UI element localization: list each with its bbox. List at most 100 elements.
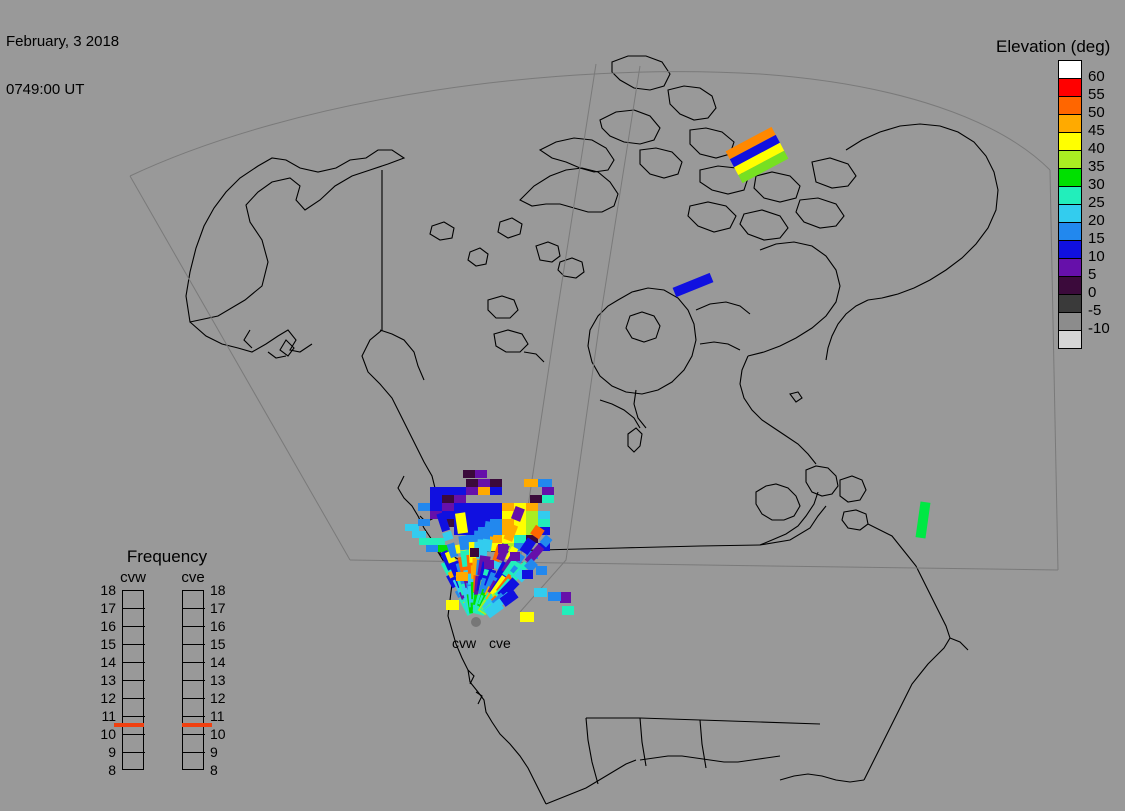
radar-beam-cell xyxy=(530,524,545,540)
radar-beam-cell xyxy=(510,552,520,561)
radar-beam-cell xyxy=(470,548,479,557)
radar-cell xyxy=(538,519,550,527)
frequency-tick xyxy=(123,734,145,735)
frequency-tick-label: 14 xyxy=(100,654,116,670)
elevation-colorbar xyxy=(1058,60,1082,349)
elevation-band xyxy=(1059,115,1081,133)
elevation-band xyxy=(1059,259,1081,277)
radar-station-marker xyxy=(471,617,481,627)
elevation-tick-label: 0 xyxy=(1088,284,1097,301)
radar-cell xyxy=(475,470,487,478)
frequency-tick xyxy=(183,698,205,699)
hudson-streak xyxy=(672,272,714,298)
frequency-marker-cvw xyxy=(114,723,144,727)
radar-beam-cell xyxy=(440,549,456,571)
radar-beam-cell xyxy=(442,530,454,542)
radar-cell xyxy=(430,495,442,503)
elevation-band xyxy=(1059,277,1081,295)
radar-cell xyxy=(524,479,538,487)
frequency-tick xyxy=(123,608,145,609)
frequency-tick-label: 12 xyxy=(210,690,226,706)
elevation-tick-label: 10 xyxy=(1088,248,1105,265)
elevation-band xyxy=(1059,241,1081,259)
radar-cell xyxy=(542,495,554,503)
radar-beam-cell xyxy=(524,558,538,573)
radar-cell xyxy=(538,543,550,551)
frequency-tick-label: 11 xyxy=(101,708,116,724)
radar-cell xyxy=(442,503,454,511)
radar-cell xyxy=(490,527,502,535)
radar-cell xyxy=(478,519,490,527)
radar-beam-cell xyxy=(446,542,459,559)
frequency-title: Frequency xyxy=(126,547,208,566)
radar-beam-cell xyxy=(519,537,536,556)
radar-beam-cell xyxy=(524,543,545,565)
radar-cell xyxy=(466,527,478,535)
frequency-tick-label: 15 xyxy=(100,636,116,652)
radar-beam-cell xyxy=(539,534,553,548)
radar-cell xyxy=(526,535,538,543)
frequency-tick-label: 15 xyxy=(210,636,226,652)
elevation-band xyxy=(1059,61,1081,79)
radar-cell xyxy=(514,503,526,511)
radar-beam-cell xyxy=(483,521,495,537)
frequency-tick xyxy=(183,752,205,753)
frequency-tick-label: 8 xyxy=(210,762,218,778)
radar-cell xyxy=(514,519,526,527)
radar-cell xyxy=(466,535,478,543)
radar-cell xyxy=(490,479,502,487)
east-coast-bar xyxy=(915,501,931,539)
radar-cell xyxy=(419,538,432,545)
radar-beam-cell xyxy=(562,606,574,615)
radar-beam-cell xyxy=(456,572,468,581)
radar-beam-cell xyxy=(510,505,525,522)
coastlines xyxy=(185,55,999,805)
radar-cell xyxy=(466,487,478,495)
frequency-tick-label: 8 xyxy=(108,762,116,778)
radar-cell xyxy=(490,543,502,551)
frequency-tick-label: 13 xyxy=(100,672,116,688)
elevation-legend-title: Elevation (deg) xyxy=(996,37,1111,56)
elevation-tick-label: 15 xyxy=(1088,230,1105,247)
radar-cell xyxy=(478,511,490,519)
radar-cell xyxy=(442,519,454,527)
frequency-tick-label: 17 xyxy=(100,600,116,616)
frequency-tick-label: 11 xyxy=(210,708,225,724)
radar-cell xyxy=(430,487,442,495)
radar-cell xyxy=(530,495,542,503)
radar-cell xyxy=(502,503,514,511)
elevation-band xyxy=(1059,295,1081,313)
frequency-tick-label: 18 xyxy=(100,582,116,598)
radar-cell xyxy=(418,503,430,511)
radar-beam-cell xyxy=(446,600,459,610)
radar-cell xyxy=(538,511,550,519)
radar-beam-cell xyxy=(499,589,519,607)
frequency-tick xyxy=(123,662,145,663)
frequency-column-label-cve: cve xyxy=(181,569,205,586)
radar-cell xyxy=(514,527,526,535)
isolated-cell xyxy=(560,592,571,603)
elevation-tick-label: -10 xyxy=(1088,320,1110,337)
elevation-tick-label: 5 xyxy=(1088,266,1097,283)
elevation-band xyxy=(1059,205,1081,223)
radar-cell xyxy=(478,527,490,535)
radar-beam-cell xyxy=(534,588,547,597)
frequency-tick xyxy=(183,608,205,609)
radar-beam-cell xyxy=(484,560,494,569)
radar-cell xyxy=(463,470,475,478)
radar-cell xyxy=(418,519,430,526)
radar-cell xyxy=(490,511,502,519)
frequency-tick xyxy=(183,680,205,681)
radial-beam-fan xyxy=(436,505,574,622)
frequency-tick-label: 13 xyxy=(210,672,226,688)
radar-beam-cell xyxy=(503,523,519,542)
radar-cell xyxy=(442,487,454,495)
frequency-tick xyxy=(183,662,205,663)
radar-cell xyxy=(466,519,478,527)
elevation-tick-label: 60 xyxy=(1088,68,1105,85)
radar-beam-cell xyxy=(481,538,493,552)
elevation-band xyxy=(1059,133,1081,151)
radar-beam-cell xyxy=(548,592,561,601)
